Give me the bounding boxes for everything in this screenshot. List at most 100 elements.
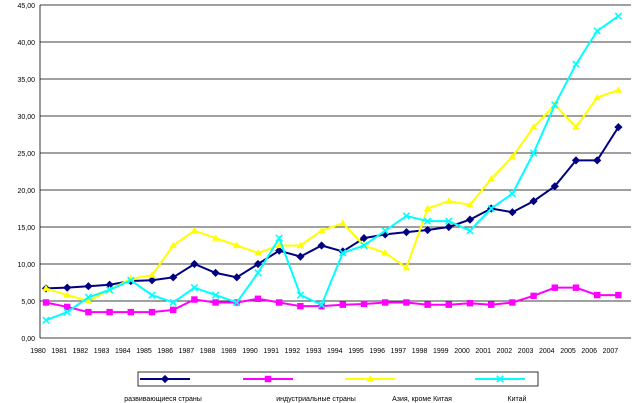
- data-point: [423, 217, 432, 225]
- data-point: [551, 284, 558, 291]
- data-point: [254, 269, 262, 277]
- data-point: [127, 276, 135, 285]
- data-point: [593, 27, 601, 35]
- data-point-stroke: [105, 286, 114, 294]
- x-tick-label: 1991: [263, 348, 279, 355]
- data-point: [593, 156, 602, 165]
- data-point: [508, 189, 517, 198]
- data-point: [594, 291, 601, 299]
- data-point: [550, 182, 559, 191]
- x-tick-label: 1985: [136, 348, 152, 355]
- data-point: [360, 241, 368, 250]
- y-tick-labels: 0,00 5,00 10,00 15,00 20,00 25,00 30,00 35,00 40…: [17, 3, 35, 343]
- data-point-stroke: [254, 269, 262, 277]
- data-point-stroke: [169, 298, 177, 307]
- y-tick-label: 20,00: [17, 188, 35, 195]
- data-point-stroke: [508, 189, 517, 198]
- data-point-stroke: [296, 291, 305, 299]
- data-point: [191, 296, 198, 303]
- y-tick-label: 30,00: [17, 114, 35, 121]
- data-point: [169, 241, 177, 249]
- data-point: [487, 175, 495, 182]
- legend: развивающиеся страны индустриальные стран…: [124, 371, 539, 403]
- data-point: [381, 226, 389, 235]
- data-point: [233, 241, 241, 249]
- x-tick-label: 1988: [200, 348, 216, 355]
- x-tick-label: 1983: [94, 348, 110, 355]
- data-point: [232, 273, 241, 282]
- data-point: [402, 263, 411, 271]
- x-tick-label: 1994: [327, 348, 343, 355]
- series-1: [42, 284, 622, 316]
- data-point: [317, 241, 326, 250]
- data-point: [339, 301, 346, 308]
- data-point-stroke: [487, 204, 495, 213]
- y-tick-label: 35,00: [17, 77, 35, 84]
- data-point: [212, 299, 219, 306]
- data-point: [148, 271, 156, 278]
- data-point: [488, 301, 495, 308]
- data-point: [572, 123, 580, 130]
- x-tick-label: 2001: [475, 348, 491, 355]
- data-point: [275, 241, 283, 249]
- series-line: [45, 15, 619, 322]
- data-point: [529, 196, 538, 206]
- data-point-stroke: [63, 308, 71, 316]
- data-point-stroke: [84, 293, 93, 302]
- data-point-stroke: [360, 241, 368, 250]
- data-point: [614, 122, 623, 132]
- data-point: [275, 234, 283, 242]
- data-point: [571, 156, 581, 165]
- data-point: [487, 204, 495, 213]
- series-line: [45, 126, 620, 290]
- data-point: [530, 292, 537, 300]
- data-point-stroke: [593, 27, 601, 35]
- data-point-stroke: [496, 375, 504, 383]
- data-point-stroke: [127, 276, 135, 285]
- data-point: [211, 268, 220, 277]
- data-point: [42, 316, 50, 325]
- x-tick-label: 2004: [539, 348, 555, 355]
- series-line: [45, 89, 619, 303]
- x-tick-label: 1986: [157, 348, 173, 355]
- series-line: [45, 286, 619, 314]
- y-tick-label: 25,00: [17, 151, 35, 158]
- data-point: [496, 375, 504, 383]
- legend-label: Китай: [508, 395, 527, 403]
- data-point: [402, 212, 411, 220]
- data-point: [211, 291, 220, 299]
- data-point-stroke: [529, 149, 538, 157]
- data-point: [254, 249, 262, 256]
- data-point-stroke: [190, 283, 199, 292]
- y-tick-label: 0,00: [21, 336, 35, 343]
- data-point: [64, 303, 71, 311]
- data-point: [84, 293, 93, 302]
- x-tick-label: 1996: [369, 348, 385, 355]
- data-point: [423, 225, 432, 235]
- data-point-stroke: [466, 226, 474, 235]
- x-tick-label: 1989: [221, 348, 237, 355]
- data-point: [382, 299, 389, 306]
- x-tick-label: 1993: [306, 348, 322, 355]
- x-tick-label: 1987: [179, 348, 195, 355]
- x-tick-label: 1990: [242, 348, 258, 355]
- axes: [39, 5, 631, 339]
- data-point: [127, 275, 135, 282]
- data-point-stroke: [42, 316, 50, 325]
- data-point: [529, 149, 538, 157]
- data-point: [402, 228, 411, 237]
- data-point: [148, 291, 156, 299]
- data-point: [190, 226, 199, 234]
- x-tick-label: 2002: [497, 348, 513, 355]
- data-point-stroke: [402, 212, 411, 220]
- data-point: [423, 204, 432, 212]
- x-tick-label: 1981: [51, 348, 67, 355]
- x-tick-label: 1997: [391, 348, 407, 355]
- y-tick-label: 45,00: [17, 3, 35, 10]
- data-point: [127, 308, 134, 316]
- series-group: [41, 12, 623, 325]
- x-tick-label: 1998: [412, 348, 428, 355]
- data-point-stroke: [275, 234, 283, 242]
- data-point: [169, 298, 177, 307]
